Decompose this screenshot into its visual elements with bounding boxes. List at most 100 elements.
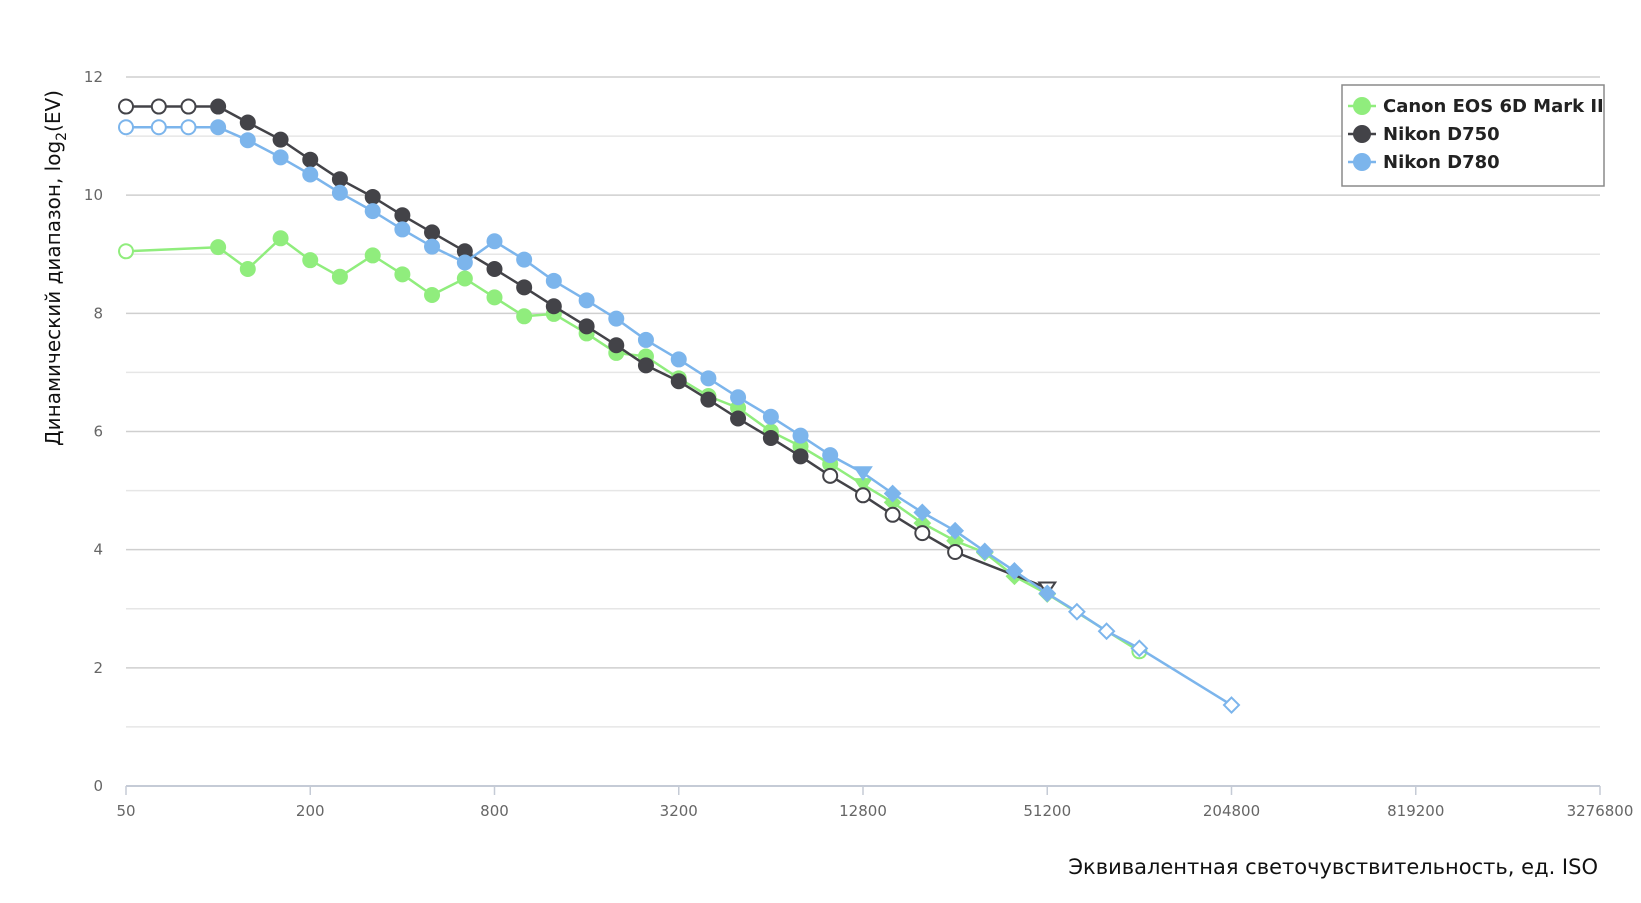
data-point[interactable] [853, 466, 873, 482]
y-tick-label: 0 [93, 777, 103, 795]
data-point[interactable] [424, 224, 441, 241]
data-point[interactable] [516, 308, 533, 325]
data-point[interactable] [855, 487, 871, 504]
data-point[interactable] [670, 373, 687, 390]
y-axis-title: Динамический диапазон, log2(EV) [41, 90, 70, 446]
data-point[interactable] [730, 389, 747, 406]
data-point[interactable] [608, 337, 625, 354]
y-axis-ticks: 0 2 4 6 8 10 12 [84, 68, 103, 795]
data-point[interactable] [210, 119, 227, 136]
y-tick-label: 12 [84, 68, 103, 86]
data-point[interactable] [637, 357, 654, 374]
legend-item[interactable]: Nikon D750 [1348, 124, 1500, 145]
data-point[interactable] [486, 233, 503, 250]
data-point[interactable] [180, 119, 197, 136]
data-point[interactable] [239, 132, 256, 149]
data-point[interactable] [762, 408, 779, 425]
data-point[interactable] [947, 544, 964, 561]
data-point[interactable] [118, 98, 134, 115]
data-point[interactable] [239, 114, 256, 131]
legend-marker [1353, 153, 1371, 171]
data-point[interactable] [822, 447, 839, 464]
data-point[interactable] [302, 151, 319, 168]
data-point[interactable] [210, 98, 227, 115]
data-point[interactable] [608, 310, 625, 327]
data-point[interactable] [272, 230, 289, 247]
data-point[interactable] [884, 506, 901, 523]
data-point[interactable] [150, 119, 167, 136]
series-layer [118, 98, 1241, 714]
data-point[interactable] [210, 239, 227, 256]
data-point[interactable] [516, 251, 533, 268]
data-point[interactable] [700, 391, 717, 408]
data-point[interactable] [946, 521, 965, 540]
data-point[interactable] [394, 221, 411, 238]
data-point[interactable] [331, 184, 348, 201]
legend-item[interactable]: Canon EOS 6D Mark II [1348, 96, 1604, 117]
data-point[interactable] [272, 131, 289, 148]
data-point[interactable] [822, 467, 839, 484]
data-point[interactable] [424, 238, 441, 255]
legend-label: Nikon D780 [1383, 152, 1500, 173]
x-tick-label: 50 [116, 802, 135, 820]
data-point[interactable] [486, 289, 503, 306]
data-point[interactable] [578, 292, 595, 309]
data-point[interactable] [637, 331, 654, 348]
data-point[interactable] [914, 525, 931, 542]
data-point[interactable] [913, 503, 932, 522]
legend-item[interactable]: Nikon D780 [1348, 152, 1500, 173]
x-tick-label: 51200 [1023, 802, 1071, 820]
x-tick-label: 3276800 [1567, 802, 1634, 820]
data-point[interactable] [364, 203, 381, 220]
x-axis-ticks: 50 200 800 3200 12800 51200 204800 819200 327680… [116, 786, 1633, 820]
data-point[interactable] [331, 268, 348, 285]
data-point[interactable] [1067, 602, 1086, 621]
data-point[interactable] [331, 171, 348, 188]
data-point[interactable] [364, 188, 381, 205]
data-point[interactable] [792, 427, 809, 444]
data-point[interactable] [792, 448, 809, 465]
series-group [118, 119, 1241, 714]
y-tick-label: 6 [93, 423, 103, 441]
data-point[interactable] [118, 119, 134, 136]
data-point[interactable] [424, 287, 441, 304]
y-tick-label: 2 [93, 659, 103, 677]
data-point[interactable] [1097, 622, 1116, 641]
legend-box [1341, 84, 1605, 187]
data-point[interactable] [1005, 562, 1024, 580]
data-point[interactable] [180, 98, 197, 115]
data-point[interactable] [700, 370, 717, 387]
data-point[interactable] [486, 261, 503, 278]
legend-label: Nikon D750 [1383, 124, 1500, 145]
data-point[interactable] [545, 298, 562, 315]
data-point[interactable] [578, 318, 595, 335]
data-point[interactable] [150, 98, 167, 115]
data-point[interactable] [545, 272, 562, 289]
data-point[interactable] [456, 270, 473, 287]
data-point[interactable] [670, 351, 687, 368]
series-line [125, 237, 1141, 653]
x-tick-label: 819200 [1387, 802, 1444, 820]
data-point[interactable] [883, 484, 902, 503]
data-point[interactable] [456, 243, 473, 260]
data-point[interactable] [302, 252, 319, 269]
data-point[interactable] [975, 542, 994, 561]
data-point[interactable] [302, 166, 319, 183]
data-point[interactable] [394, 266, 411, 283]
data-point[interactable] [364, 247, 381, 264]
series-line [126, 105, 1048, 590]
data-point[interactable] [1038, 584, 1057, 603]
data-point[interactable] [730, 410, 747, 427]
data-point[interactable] [762, 429, 779, 446]
data-point[interactable] [456, 254, 473, 271]
data-point[interactable] [1130, 639, 1149, 658]
legend-label: Canon EOS 6D Mark II [1383, 96, 1604, 117]
legend[interactable]: Canon EOS 6D Mark II Nikon D750 Nikon D780 [1341, 84, 1605, 187]
data-point[interactable] [118, 243, 134, 260]
data-point[interactable] [516, 279, 533, 296]
data-point[interactable] [1222, 696, 1241, 714]
data-point[interactable] [272, 149, 289, 166]
data-point[interactable] [239, 261, 256, 278]
data-point[interactable] [394, 207, 411, 224]
